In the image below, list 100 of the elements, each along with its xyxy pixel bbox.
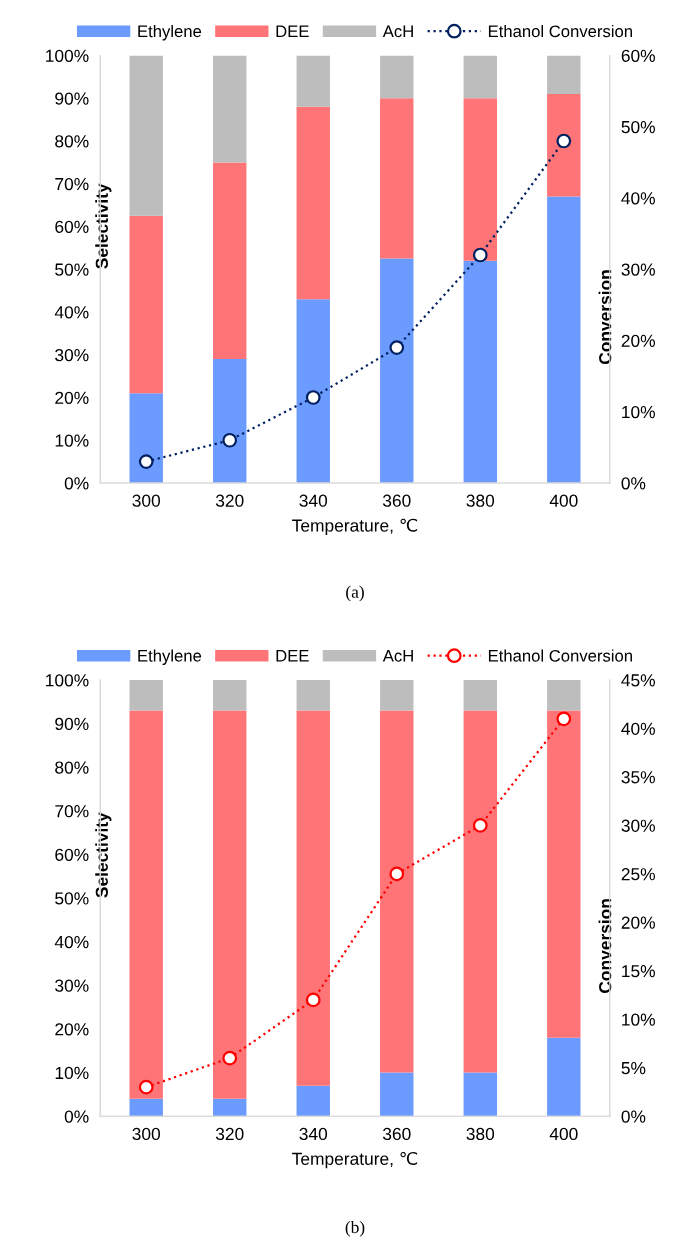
bar [463, 680, 497, 711]
x-tick-label: 360 [382, 1127, 411, 1141]
y2-tick-label: 45% [621, 674, 655, 687]
y-axis-title: Selectivity [95, 183, 112, 269]
legend-label: Ethanol Conversion [488, 649, 632, 662]
text: (a) [346, 585, 364, 602]
bar [547, 55, 581, 94]
bar [213, 162, 247, 360]
point [389, 866, 405, 882]
x-tick-label: 360 [382, 494, 411, 507]
bar [213, 55, 247, 163]
y-tick-label: 90% [55, 92, 89, 105]
y2-tick-label: 30% [621, 819, 655, 832]
point [305, 390, 321, 405]
bar [213, 1098, 247, 1117]
y-tick-label: 10% [55, 434, 89, 447]
legend-label: AcH [382, 650, 413, 662]
bar [296, 55, 330, 107]
bar [463, 98, 497, 261]
bar [213, 710, 247, 1099]
bar [463, 260, 497, 483]
y-tick-label: 60% [55, 220, 89, 233]
bar [296, 710, 330, 1086]
bar [380, 680, 414, 711]
y2-axis-title: Conversion [598, 899, 612, 993]
y-tick-label: 30% [55, 979, 89, 992]
y-tick-label: 40% [54, 306, 89, 319]
y2-tick-label: 0% [621, 477, 646, 490]
y-tick-label: 20% [55, 1023, 89, 1036]
y-tick-label: 20% [55, 391, 89, 404]
y2-tick-label: 0% [621, 1110, 646, 1123]
bar [296, 680, 330, 711]
point [138, 1079, 154, 1095]
y2-tick-label: 20% [621, 334, 655, 347]
y-tick-label: 60% [55, 848, 89, 861]
bar [380, 258, 414, 483]
bar [547, 196, 581, 483]
x-tick-label: 380 [466, 1127, 495, 1141]
bar [463, 55, 497, 99]
y2-tick-label: 15% [622, 965, 655, 978]
bar [129, 55, 163, 216]
y-tick-label: 100% [46, 674, 89, 687]
point [389, 340, 405, 355]
x-tick-label: 300 [132, 494, 161, 507]
y-tick-label: 50% [55, 263, 89, 276]
point [138, 454, 154, 469]
y2-tick-label: 30% [621, 263, 655, 276]
bar [463, 710, 497, 1073]
x-tick-label: 340 [299, 1127, 328, 1141]
bar [296, 1085, 330, 1117]
point [222, 432, 238, 448]
bar [380, 710, 414, 1073]
x-tick-label: 400 [549, 1127, 578, 1141]
x-tick-label: 380 [466, 494, 495, 507]
y2-tick-label: 5% [621, 1062, 646, 1075]
y-tick-label: 80% [55, 135, 89, 148]
bar [547, 680, 581, 711]
text: (b) [345, 1220, 365, 1237]
y2-tick-label: 50% [621, 120, 655, 134]
x-tick-label: 320 [215, 1127, 244, 1141]
bar [213, 359, 247, 483]
bar [296, 299, 330, 483]
bar [129, 1098, 163, 1117]
legend-label: Ethanol Conversion [488, 24, 632, 38]
point [556, 711, 572, 727]
y2-tick-label: 60% [621, 49, 655, 62]
y2-tick-label: 10% [622, 1013, 655, 1026]
x-tick-label: 320 [215, 494, 244, 507]
y-tick-label: 30% [55, 348, 89, 362]
y-tick-label: 80% [55, 761, 89, 774]
bar [213, 680, 247, 711]
legend-label: DEE [276, 650, 309, 662]
bar [129, 215, 163, 394]
y-tick-label: 100% [46, 49, 89, 62]
bar [129, 393, 163, 483]
x-tick-label: 300 [132, 1127, 161, 1141]
bar [380, 1072, 414, 1117]
bar [380, 55, 414, 99]
y-tick-label: 0% [64, 477, 89, 490]
x-axis-title: Temperature, ℃ [292, 1151, 418, 1169]
y-tick-label: 70% [55, 177, 89, 191]
point [472, 247, 488, 263]
bar [547, 93, 581, 197]
bar [547, 710, 581, 1038]
y2-tick-label: 40% [621, 722, 655, 735]
bar [380, 98, 414, 259]
y-axis-title: Selectivity [95, 812, 112, 898]
legend-label: Ethylene [138, 649, 202, 665]
y2-tick-label: 10% [622, 405, 655, 419]
point [305, 992, 321, 1008]
point [222, 1050, 238, 1066]
y2-tick-label: 20% [621, 916, 655, 929]
point [556, 133, 572, 149]
legend-label: Ethylene [138, 24, 202, 41]
y-tick-label: 50% [55, 892, 89, 905]
bar [463, 1072, 497, 1117]
y-tick-label: 70% [55, 805, 89, 818]
legend-label: AcH [382, 25, 413, 38]
y2-tick-label: 35% [621, 771, 655, 784]
y2-tick-label: 40% [621, 192, 655, 205]
